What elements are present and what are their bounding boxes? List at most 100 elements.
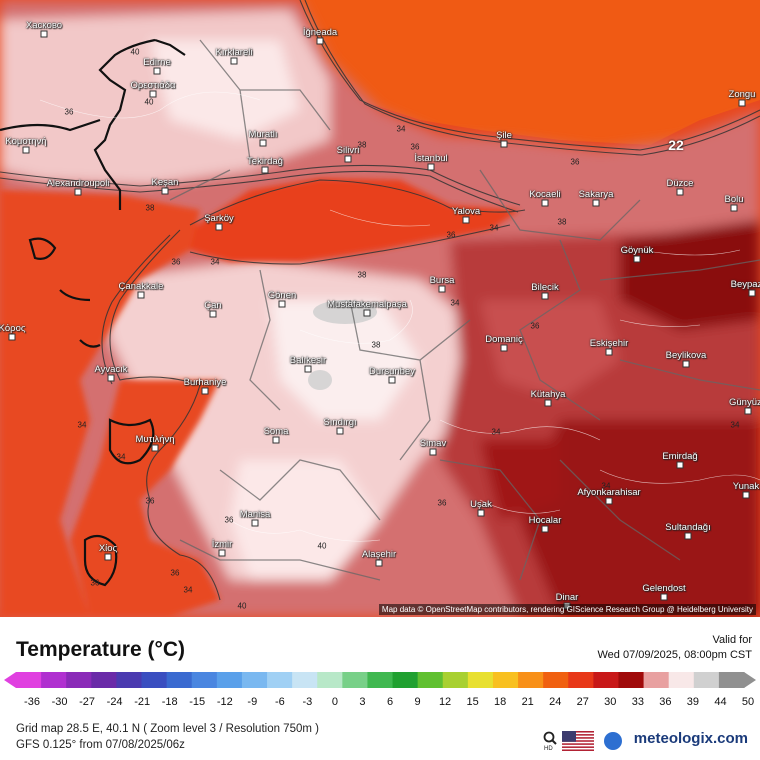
colorbar-swatch <box>492 672 519 688</box>
city-label: Kόρος <box>0 323 26 334</box>
city-label: Düzce <box>666 178 694 189</box>
colorbar-tick-label: 3 <box>359 696 366 708</box>
grid-info: Grid map 28.5 E, 40.1 N ( Zoom level 3 /… <box>16 723 319 735</box>
isotherm-label: 36 <box>530 321 540 331</box>
colorbar-tick-label: 50 <box>741 696 755 708</box>
colorbar-tick-label: -12 <box>216 696 233 708</box>
city-marker <box>261 166 269 174</box>
city-marker <box>151 444 159 452</box>
city-label: Ορεστιάδα <box>130 80 176 91</box>
city-label: Göynük <box>620 245 654 256</box>
map-attribution[interactable]: Map data © OpenStreetMap contributors, r… <box>378 604 756 615</box>
svg-text:HD: HD <box>544 746 553 751</box>
city-label: Hocalar <box>528 515 562 526</box>
city-marker <box>477 509 485 517</box>
city-label: Sultandağı <box>665 522 711 533</box>
city-marker <box>541 292 549 300</box>
isotherm-label: 36 <box>64 107 74 117</box>
city-marker <box>8 333 16 341</box>
colorbar-tick-label: -9 <box>247 696 258 708</box>
colorbar-swatch <box>292 672 318 688</box>
colorbar-tick-label: -3 <box>302 696 313 708</box>
colorbar-end-arrow <box>744 672 756 688</box>
colorbar-swatch <box>141 672 168 688</box>
brand-name[interactable]: meteologix.com <box>633 730 748 747</box>
isotherm-label: 34 <box>450 298 460 308</box>
city-label: Manisa <box>239 509 271 520</box>
search-hd-icon[interactable]: HD <box>542 731 558 751</box>
colorbar-swatch <box>668 672 695 688</box>
colorbar-tick-label: 15 <box>466 696 479 708</box>
colorbar-tick-label: 36 <box>659 696 672 708</box>
city-label: Çan <box>204 300 222 311</box>
model-info: GFS 0.125° from 07/08/2025/06z <box>16 739 185 751</box>
city-marker <box>336 427 344 435</box>
colorbar-swatch <box>191 672 218 688</box>
colorbar-swatch <box>392 672 419 688</box>
city-label: Zongu <box>728 89 756 100</box>
city-label: Dursunbey <box>369 366 415 377</box>
colorbar-swatch <box>216 672 243 688</box>
city-label: Κομοτηνή <box>5 136 47 147</box>
valid-time: Wed 07/09/2025, 08:00pm CST <box>597 649 752 661</box>
city-label: Tekirdağ <box>247 156 283 167</box>
city-label: Mustafakemalpaşa <box>327 299 407 310</box>
city-marker <box>500 140 508 148</box>
city-label: Beypazarı <box>730 279 760 290</box>
isotherm-label: 40 <box>317 541 327 551</box>
colorbar-start-arrow <box>4 672 16 688</box>
colorbar-swatch <box>693 672 720 688</box>
colorbar-swatch <box>417 672 444 688</box>
city-label: Kütahya <box>530 389 566 400</box>
legend-footer: Temperature (°C) Valid for Wed 07/09/202… <box>0 617 760 760</box>
city-label: Edirne <box>143 57 171 68</box>
colorbar-tick-label: -15 <box>189 696 206 708</box>
colorbar-swatch <box>643 672 670 688</box>
us-flag-icon[interactable] <box>562 731 594 751</box>
temperature-map[interactable]: Хасково İğneada Kırklareli Edirne Ορεστιάδα Z… <box>0 0 760 617</box>
colorbar-tick-label: 12 <box>438 696 452 708</box>
colorbar-tick-label: 24 <box>549 696 562 708</box>
city-marker <box>730 204 738 212</box>
temperature-colorbar <box>4 672 756 688</box>
colorbar-tick-label: -27 <box>79 696 96 708</box>
city-label: Keşan <box>151 177 179 188</box>
city-label: Balıkesir <box>289 355 327 366</box>
isotherm-label: 34 <box>601 481 611 491</box>
city-marker <box>363 309 371 317</box>
city-label: Yalova <box>451 206 481 217</box>
colorbar-tick-label: 9 <box>414 696 421 708</box>
city-label: Soma <box>263 426 289 437</box>
colorbar-tick-label: 0 <box>331 696 338 708</box>
city-marker <box>429 448 437 456</box>
isotherm-label: 38 <box>557 217 567 227</box>
isotherm-label: 38 <box>357 270 367 280</box>
isotherm-label: 36 <box>170 568 180 578</box>
city-marker <box>104 553 112 561</box>
city-marker <box>676 461 684 469</box>
colorbar-swatch <box>442 672 469 688</box>
city-marker <box>500 344 508 352</box>
isotherm-label: 22 <box>668 137 684 153</box>
colorbar-ticks: -36 -30 -27 -24 -21 -18 -15 -12 -9 -6 -3 0 3 6 9 12 15 18… <box>0 696 760 710</box>
colorbar-swatch <box>166 672 193 688</box>
colorbar-swatch <box>41 672 67 688</box>
city-marker <box>742 491 750 499</box>
valid-label: Valid for <box>712 634 752 646</box>
isotherm-label: 36 <box>446 230 456 240</box>
colorbar-tick-label: -21 <box>134 696 151 708</box>
isotherm-label: 38 <box>145 203 155 213</box>
city-marker <box>316 37 324 45</box>
colorbar-swatch <box>367 672 394 688</box>
city-label: Uşak <box>470 499 492 510</box>
city-marker <box>74 188 82 196</box>
city-label: Afyonkarahisar <box>577 487 641 498</box>
city-marker <box>605 348 613 356</box>
city-label: Bilecik <box>531 282 559 293</box>
city-marker <box>272 436 280 444</box>
colorbar-tick-label: 33 <box>631 696 644 708</box>
colorbar-swatch <box>91 672 117 688</box>
city-marker <box>541 525 549 533</box>
colorbar-swatch <box>66 672 92 688</box>
city-marker <box>161 187 169 195</box>
